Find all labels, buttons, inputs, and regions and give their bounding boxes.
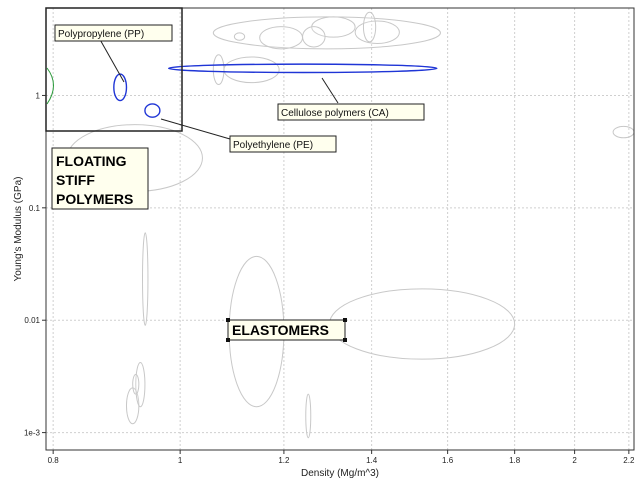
floating-label-line1: FLOATING bbox=[56, 153, 127, 169]
floating-label-box bbox=[51, 147, 149, 210]
material-bubble-4 bbox=[223, 56, 280, 84]
plot-frame bbox=[45, 7, 635, 451]
x-axis-title: Density (Mg/m^3) bbox=[301, 468, 379, 479]
highlight-bubble-20 bbox=[167, 63, 438, 74]
pe-label: Polyethylene (PE) bbox=[233, 140, 313, 151]
y-tick-label-1: 0.1 bbox=[29, 204, 41, 213]
pe-label-box bbox=[229, 135, 337, 153]
x-tick-label-0: 0.8 bbox=[48, 456, 60, 465]
elastomers-label: ELASTOMERS bbox=[232, 322, 329, 338]
ca-label-box bbox=[277, 103, 425, 121]
y-tick-label-3: 1e-3 bbox=[24, 429, 41, 438]
x-tick-label-7: 2.2 bbox=[623, 456, 635, 465]
highlight-bubble-18 bbox=[113, 73, 128, 102]
material-bubble-5 bbox=[259, 26, 304, 50]
ca-leader-line bbox=[321, 77, 339, 104]
material-bubble-14 bbox=[135, 362, 146, 408]
x-tick-label-6: 2 bbox=[572, 456, 577, 465]
x-tick-label-4: 1.6 bbox=[442, 456, 454, 465]
elastomers-handles bbox=[226, 318, 347, 342]
pe-leader-line bbox=[160, 118, 231, 140]
material-bubble-9 bbox=[302, 26, 326, 48]
highlight-bubble-19 bbox=[144, 103, 161, 118]
x-tick-label-3: 1.4 bbox=[366, 456, 378, 465]
floating-label-line2: STIFF bbox=[56, 172, 95, 188]
inset-box bbox=[45, 7, 183, 132]
x-tick-label-1: 1 bbox=[178, 456, 183, 465]
pp-label: Polypropylene (PP) bbox=[58, 29, 144, 40]
material-bubble-2 bbox=[328, 288, 516, 360]
y-axis-title: Young's Modulus (GPa) bbox=[13, 177, 24, 282]
y-tick-label-0: 1 bbox=[36, 91, 41, 100]
elastomers-label-box bbox=[227, 319, 346, 341]
material-bubble-15 bbox=[132, 373, 140, 395]
partial-green-bubble bbox=[46, 67, 54, 105]
floating-label-line3: POLYMERS bbox=[56, 191, 133, 207]
material-bubble-8 bbox=[362, 11, 377, 43]
pp-label-box bbox=[54, 24, 173, 42]
material-bubble-11 bbox=[212, 54, 225, 86]
ca-label: Cellulose polymers (CA) bbox=[281, 108, 389, 119]
material-bubbles bbox=[66, 11, 635, 439]
x-tick-label-5: 1.8 bbox=[509, 456, 521, 465]
x-tick-label-2: 1.2 bbox=[278, 456, 290, 465]
y-tick-label-2: 0.01 bbox=[24, 316, 40, 325]
pp-leader-line bbox=[97, 35, 125, 83]
axis-ticks: 0.8 1 1.2 1.4 1.6 1.8 2 2.2 1 0.1 0.01 1e-3 bbox=[24, 91, 635, 465]
material-bubble-12 bbox=[142, 232, 149, 326]
material-bubble-17 bbox=[612, 125, 635, 139]
material-bubble-10 bbox=[233, 32, 246, 41]
material-bubble-16 bbox=[305, 393, 312, 439]
material-bubble-7 bbox=[354, 20, 400, 44]
